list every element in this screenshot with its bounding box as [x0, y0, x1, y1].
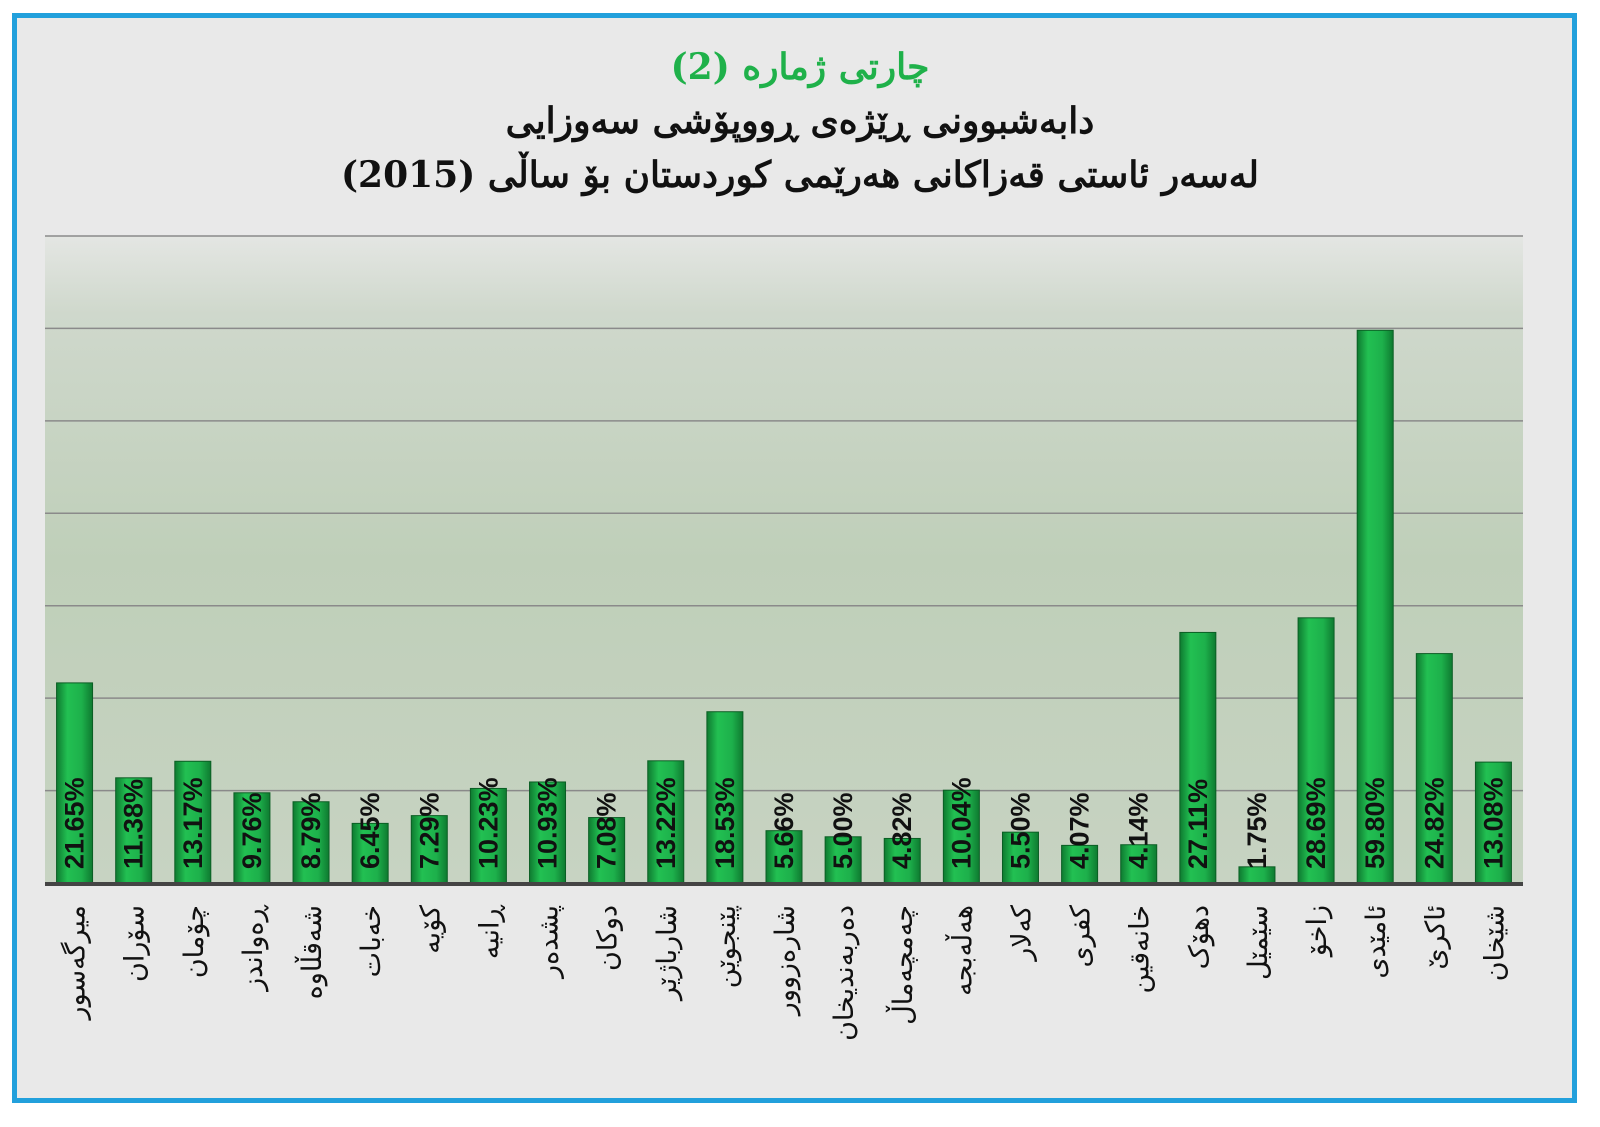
bar: [883, 837, 921, 884]
data-label: 8.79%: [296, 792, 326, 869]
x-tick-label: چۆمان: [179, 905, 210, 978]
x-tick-label: سۆران: [120, 905, 151, 982]
data-label: 28.69%: [1301, 777, 1331, 869]
x-tick-label: دەربەندیخان: [829, 905, 860, 1041]
bar: [706, 711, 744, 884]
chart-subtitle-1: دابەشبوونی ڕێژەی ڕووپۆشی سەوزایی: [505, 100, 1095, 142]
bar: [1297, 617, 1335, 884]
data-label: 10.04%: [946, 777, 976, 869]
data-label: 11.38%: [119, 779, 149, 869]
x-tick-label: چەمچەماڵ: [885, 905, 919, 1025]
x-tick-label: کۆیە: [415, 905, 446, 954]
bar: [233, 792, 271, 884]
data-label: 4.07%: [1065, 792, 1095, 869]
data-label: 5.00%: [828, 792, 858, 869]
data-label: 18.53%: [710, 777, 740, 869]
data-label: 59.80%: [1360, 777, 1390, 869]
bar: [410, 815, 448, 884]
data-label: 5.50%: [1005, 792, 1035, 869]
data-label: 5.66%: [769, 792, 799, 869]
x-tick-label: ئامێدی: [1361, 905, 1392, 979]
data-label: 9.76%: [237, 792, 267, 869]
x-tick-label: ڕانیە: [474, 903, 505, 959]
data-label: 7.08%: [592, 792, 622, 869]
x-tick-label: ڕەواندز: [238, 903, 269, 992]
bar: [529, 781, 567, 884]
x-tick-label: پێنجوێن: [711, 905, 742, 988]
bar: [824, 836, 862, 884]
x-tick-label: ئاکرێ: [1420, 905, 1451, 970]
x-tick-label: دهۆک: [1184, 905, 1215, 969]
bar: [1120, 844, 1158, 884]
x-tick-label: دوکان: [593, 905, 624, 971]
x-tick-label: سێمێل: [1243, 905, 1274, 980]
x-tick-label: خەبات: [356, 905, 387, 977]
bar: [1474, 761, 1512, 884]
bar: [292, 801, 330, 884]
bar: [115, 777, 153, 884]
data-label: 4.82%: [887, 792, 917, 869]
x-tick-label: میرگەسور: [60, 905, 92, 1021]
bar: [1061, 844, 1099, 884]
data-label: 13.17%: [178, 777, 208, 869]
x-tick-label: پشدەر: [534, 905, 565, 980]
data-label: 13.08%: [1478, 777, 1508, 869]
data-label: 10.93%: [533, 777, 563, 869]
x-tick-label: شارباژێر: [652, 905, 683, 1002]
bar: [174, 760, 212, 884]
x-tick-label: کەلار: [1006, 905, 1037, 963]
x-tick-label: شارەزوور: [770, 905, 801, 1017]
plot-background: [45, 236, 1523, 883]
x-tick-label: زاخۆ: [1302, 905, 1333, 958]
x-tick-label: خانەقین: [1125, 905, 1156, 994]
x-tick-label: هەڵەبجە: [945, 905, 978, 996]
bar: [942, 789, 980, 884]
data-label: 13.22%: [651, 777, 681, 869]
chart-title: چارتی ژمارە (2): [670, 46, 930, 88]
data-label: 21.65%: [60, 777, 90, 869]
bar: [56, 682, 94, 884]
bar: [588, 817, 626, 884]
data-label: 24.82%: [1419, 777, 1449, 869]
bar: [1415, 653, 1453, 884]
x-tick-label: شێخان: [1479, 905, 1510, 981]
data-label: 10.23%: [473, 777, 503, 869]
data-label: 7.29%: [414, 792, 444, 869]
x-tick-label: کفری: [1066, 905, 1097, 968]
bar: [1356, 329, 1394, 884]
chart-subtitle-2: لەسەر ئاستی قەزاکانی هەرێمی کوردستان بۆ …: [340, 154, 1259, 196]
data-label: 6.45%: [355, 792, 385, 869]
bar: [351, 822, 389, 884]
bar: [1001, 831, 1039, 884]
data-label: 4.14%: [1124, 792, 1154, 869]
x-tick-label: شەقڵاوە: [295, 905, 328, 999]
bar: [469, 787, 507, 884]
data-label: 1.75%: [1242, 792, 1272, 869]
data-label: 27.11%: [1183, 779, 1213, 869]
bar: [647, 760, 685, 884]
